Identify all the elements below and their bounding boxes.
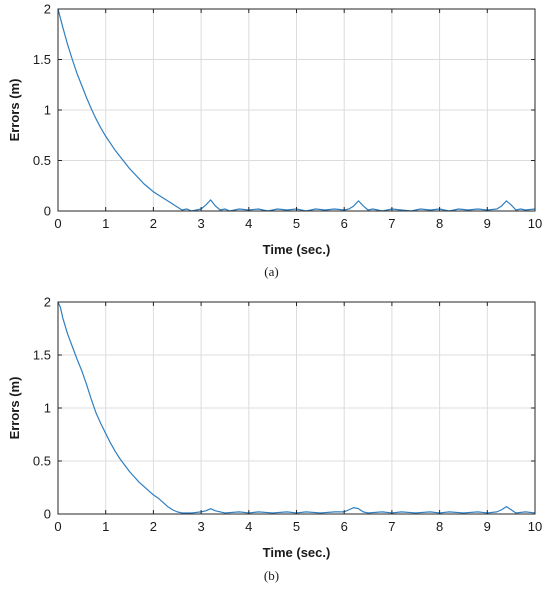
series-line-0 [57, 301, 536, 514]
chart-panel-0: 0 1 2 3 4 5 6 7 8 9 10 0 0.5 1 1.5 2 Time (sec.) Errors (… [7, 2, 542, 280]
chart-panel-1: 0 1 2 3 4 5 6 7 8 9 10 0 0.5 1 1.5 2 Time (sec.) Errors (… [7, 295, 542, 584]
x-tick-label: 6 [341, 519, 348, 534]
y-tick-label: 1 [44, 103, 51, 118]
x-tick-label: 7 [388, 216, 395, 231]
x-tick-label: 4 [245, 216, 252, 231]
x-axis-label: Time (sec.) [263, 545, 331, 560]
x-tick-label: 8 [436, 216, 443, 231]
x-tick-label: 9 [484, 216, 491, 231]
panel-caption: (b) [264, 568, 279, 583]
x-tick-label: 2 [150, 519, 157, 534]
x-tick-label: 7 [388, 519, 395, 534]
y-axis-label: Errors (m) [7, 377, 22, 440]
x-tick-label: 2 [150, 216, 157, 231]
x-tick-label: 0 [54, 216, 61, 231]
x-axis-label: Time (sec.) [263, 242, 331, 257]
y-tick-label: 0.5 [33, 454, 51, 469]
x-tick-label: 5 [293, 519, 300, 534]
y-tick-label: 1.5 [33, 52, 51, 67]
x-tick-label: 10 [528, 519, 542, 534]
x-tick-label: 1 [102, 216, 109, 231]
x-tick-label: 9 [484, 519, 491, 534]
x-tick-label: 3 [197, 216, 204, 231]
y-tick-label: 1 [44, 401, 51, 416]
x-tick-label: 6 [341, 216, 348, 231]
y-axis-label: Errors (m) [7, 79, 22, 142]
y-tick-label: 0 [44, 204, 51, 219]
x-tick-label: 1 [102, 519, 109, 534]
y-tick-label: 2 [44, 295, 51, 310]
x-tick-label: 0 [54, 519, 61, 534]
y-tick-label: 0.5 [33, 153, 51, 168]
panel-caption: (a) [264, 264, 278, 279]
y-tick-label: 1.5 [33, 348, 51, 363]
x-tick-label: 3 [197, 519, 204, 534]
x-tick-label: 10 [528, 216, 542, 231]
y-tick-label: 0 [44, 507, 51, 522]
y-tick-label: 2 [44, 2, 51, 17]
series-line-0 [57, 8, 536, 212]
x-tick-label: 8 [436, 519, 443, 534]
x-tick-label: 4 [245, 519, 252, 534]
x-tick-label: 5 [293, 216, 300, 231]
